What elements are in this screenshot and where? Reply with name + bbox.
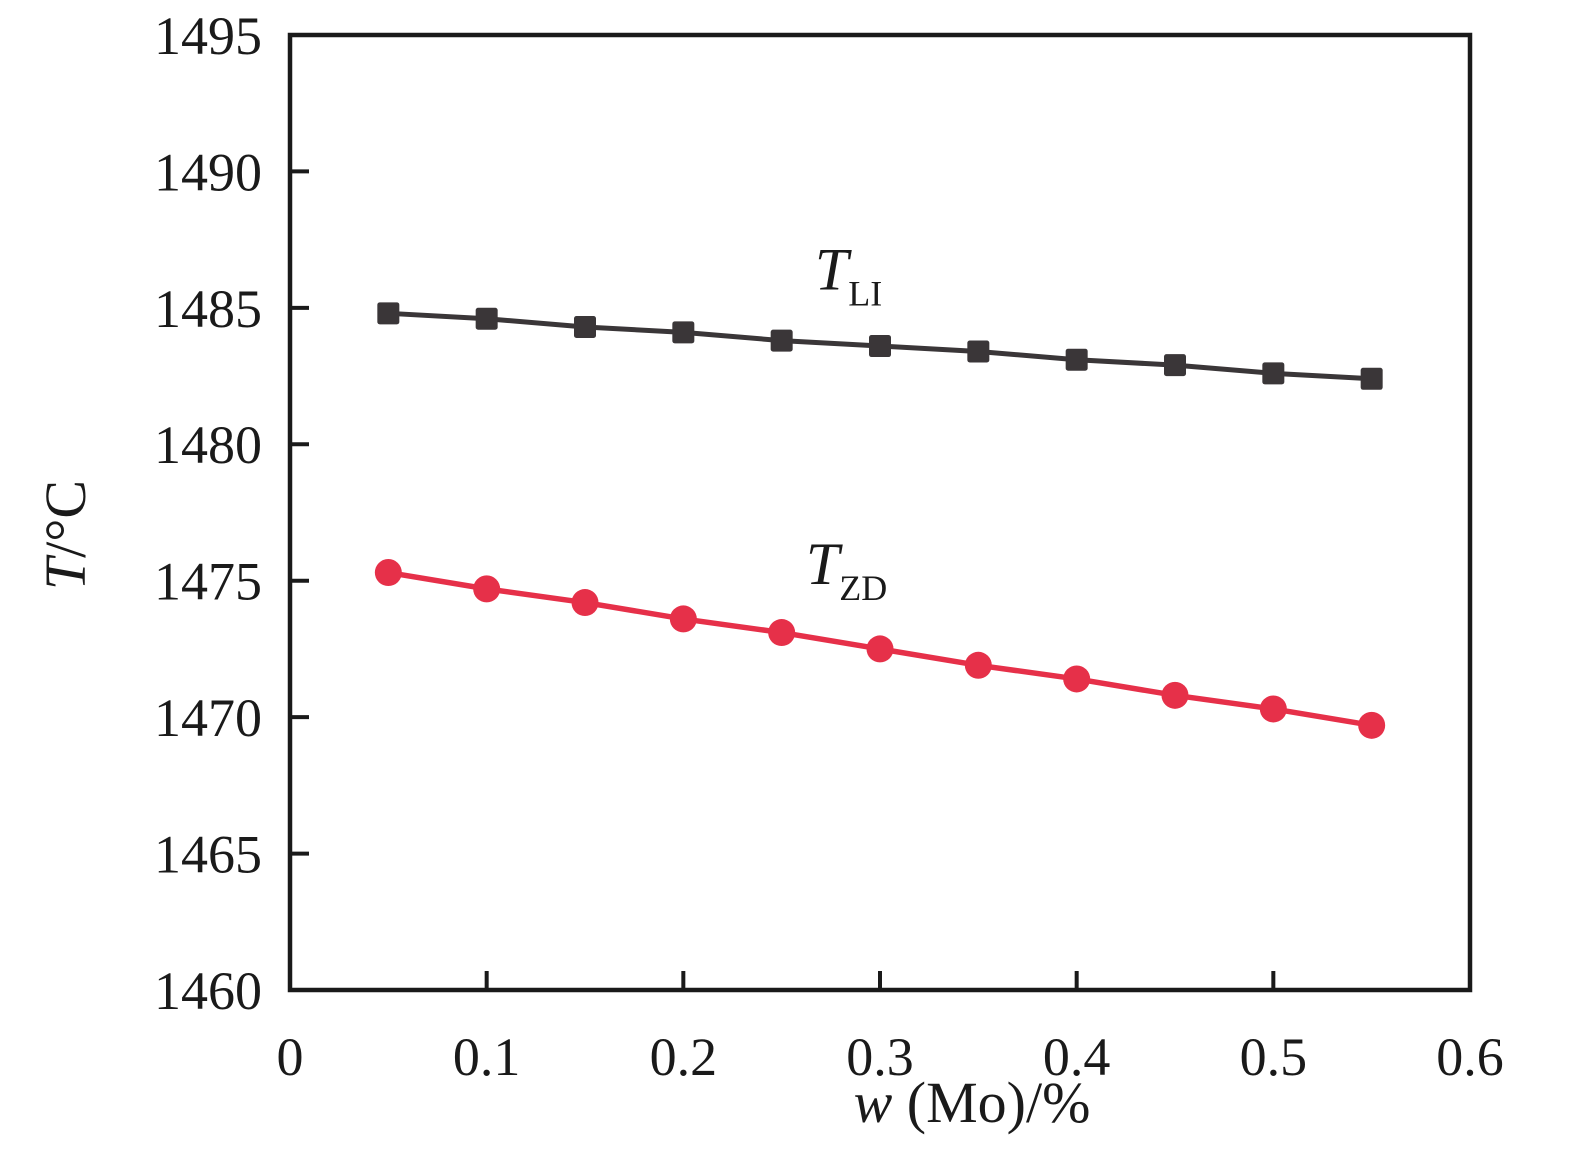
marker-t-zd [1259, 695, 1287, 723]
marker-t-li [475, 307, 498, 330]
x-tick-label: 0.6 [1436, 1027, 1504, 1087]
x-tick-label: 0.4 [1043, 1027, 1111, 1087]
marker-t-li [574, 315, 596, 338]
y-tick-label: 1485 [154, 279, 262, 339]
marker-t-zd [374, 559, 402, 587]
x-tick-label: 0.3 [846, 1027, 914, 1087]
series-t-li: TLI [377, 236, 1383, 390]
marker-t-zd [1161, 681, 1189, 709]
marker-t-li [1065, 348, 1088, 371]
y-axis-title: T/°C [33, 480, 98, 590]
marker-t-li [770, 329, 793, 352]
marker-t-zd [866, 635, 894, 663]
marker-t-li [869, 335, 891, 358]
marker-t-li [967, 340, 990, 363]
marker-t-zd [768, 619, 796, 647]
series-label-t-zd: TZD [806, 531, 887, 608]
marker-t-li [1262, 362, 1285, 385]
y-axis: 1460 1465 1470 1475 1480 1485 1490 1495 [154, 6, 309, 1021]
y-tick-label: 1460 [154, 961, 262, 1021]
plot-border [287, 32, 1473, 993]
marker-t-zd [1358, 711, 1386, 739]
x-tick-label: 0.2 [650, 1027, 718, 1087]
y-tick-label: 1470 [154, 688, 262, 748]
x-axis-title: w (Mo)/% [854, 1070, 1091, 1135]
marker-t-zd [571, 589, 599, 617]
y-tick-label: 1490 [154, 142, 262, 202]
marker-t-zd [1063, 665, 1091, 693]
y-tick-label: 1495 [154, 6, 262, 66]
x-tick-label: 0.1 [453, 1027, 521, 1087]
series-label-t-li: TLI [815, 236, 882, 313]
marker-t-li [672, 321, 695, 344]
y-tick-label: 1475 [154, 552, 262, 612]
y-tick-label: 1480 [154, 415, 262, 475]
y-tick-label: 1465 [154, 824, 262, 884]
marker-t-zd [964, 651, 992, 679]
marker-t-li [1164, 354, 1186, 377]
series-t-zd: TZD [374, 531, 1386, 739]
x-axis: 0 0.1 0.2 0.3 0.4 0.5 0.6 [277, 971, 1504, 1087]
marker-t-li [1360, 367, 1383, 390]
marker-t-zd [669, 605, 697, 633]
marker-t-zd [473, 575, 501, 603]
marker-t-li [377, 302, 400, 325]
x-tick-label: 0.5 [1240, 1027, 1308, 1087]
x-tick-label: 0 [277, 1027, 304, 1087]
